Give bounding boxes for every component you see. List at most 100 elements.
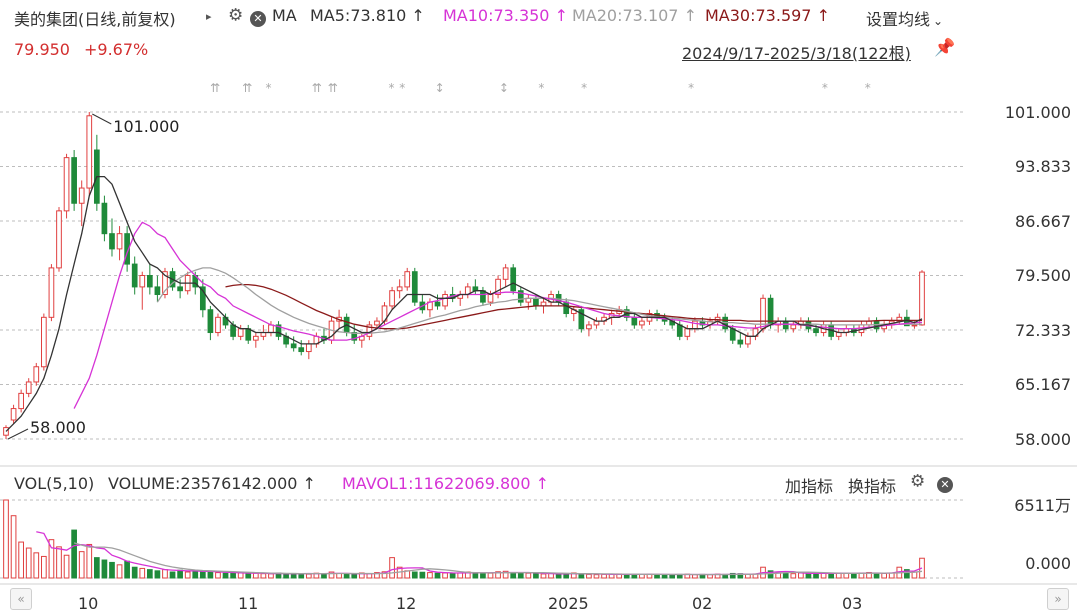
volume-bar — [411, 571, 418, 579]
candle-body — [290, 343, 297, 349]
candle-body — [692, 320, 698, 330]
volume-bar — [184, 571, 191, 579]
y-tick-label: 86.667 — [1015, 212, 1071, 231]
event-marker-icon: * — [688, 81, 694, 95]
low-arrow — [7, 428, 29, 440]
volume-bar — [389, 557, 395, 579]
vol-y-tick-label: 6511万 — [1014, 496, 1071, 515]
ma30-value: MA30:73.597 ↑ — [705, 6, 830, 25]
candle-body — [434, 301, 441, 307]
volume-bar — [260, 573, 267, 579]
settings-ma-button[interactable]: 设置均线 ⌄ — [866, 10, 944, 29]
event-marker-icon: ⇈ — [210, 81, 220, 95]
candle-body — [86, 115, 93, 189]
gear-icon[interactable]: ⚙ — [228, 5, 244, 26]
y-tick-label: 65.167 — [1015, 375, 1071, 394]
add-indicator-button[interactable]: 加指标 — [785, 477, 834, 496]
volume-bar — [381, 571, 388, 579]
candle-body — [790, 324, 797, 330]
volume-bar — [828, 572, 835, 579]
candle-body — [230, 324, 236, 337]
volume-bar — [525, 572, 532, 579]
y-tick-label: 79.500 — [1015, 266, 1071, 285]
candle-body — [109, 233, 115, 250]
volume-bar — [207, 571, 214, 579]
x-tick-label: 12 — [396, 594, 417, 613]
volume-value: VOLUME:23576142.000 ↑ — [108, 474, 316, 493]
volume-bar — [48, 539, 55, 579]
chevron-down-icon: ⌄ — [933, 14, 944, 28]
candle-body — [639, 320, 645, 326]
candle-body — [396, 286, 403, 292]
candle-body — [729, 328, 736, 341]
volume-bar — [199, 570, 206, 579]
ma20-value: MA20:73.107 ↑ — [572, 6, 697, 25]
volume-bar — [873, 572, 880, 579]
volume-bar — [487, 572, 494, 579]
candle-body — [116, 233, 123, 250]
volume-bar — [502, 570, 509, 579]
vol-close-icon[interactable]: ✕ — [937, 474, 953, 493]
volume-bar — [427, 572, 433, 579]
event-marker-icon: * — [538, 81, 544, 95]
volume-bar — [33, 552, 40, 579]
candle-body — [745, 335, 751, 345]
volume-bar — [283, 573, 289, 579]
candle-body — [199, 286, 206, 311]
volume-bar — [881, 572, 887, 579]
candle-body — [919, 271, 925, 326]
candle-body — [131, 263, 138, 288]
volume-bar — [18, 541, 24, 579]
high-label: 101.000 — [113, 117, 179, 136]
low-label: 58.000 — [30, 418, 86, 437]
vol-gear-icon[interactable]: ⚙ — [910, 471, 926, 492]
candle-body — [252, 335, 259, 341]
volume-bar — [419, 571, 426, 579]
volume-bar — [517, 572, 524, 579]
volume-bar — [139, 567, 146, 579]
stock-title[interactable]: 美的集团(日线,前复权) — [14, 10, 176, 29]
candle-body — [737, 339, 744, 345]
candle-body — [48, 267, 55, 318]
volume-bar — [669, 574, 676, 579]
volume-bar — [343, 573, 350, 579]
switch-indicator-button[interactable]: 换指标 — [848, 477, 897, 496]
close-icon[interactable]: ✕ — [250, 8, 266, 27]
event-marker-icon: ↕ — [435, 81, 445, 95]
volume-bar — [237, 572, 244, 579]
candle-body — [275, 324, 282, 337]
play-icon[interactable]: ▸ — [206, 10, 212, 23]
candle-body — [374, 320, 380, 326]
y-tick-label: 101.000 — [1004, 103, 1071, 122]
y-tick-label: 58.000 — [1015, 430, 1071, 449]
volume-bar — [851, 572, 857, 579]
y-tick-label: 72.333 — [1015, 321, 1071, 340]
candle-body — [305, 343, 312, 353]
candle-body — [487, 294, 494, 303]
volume-bar — [10, 515, 17, 579]
candle-body — [18, 392, 24, 410]
volume-bar — [434, 572, 441, 579]
volume-bar — [586, 573, 592, 579]
candle-body — [502, 267, 509, 280]
candle-body — [25, 381, 32, 394]
scroll-right-icon[interactable]: » — [1047, 588, 1069, 610]
volume-bar — [222, 572, 229, 579]
volume-bar — [510, 572, 517, 579]
pin-icon[interactable]: 📌 — [934, 38, 956, 58]
ma10-value: MA10:73.350 ↑ — [443, 6, 568, 25]
candle-body — [177, 286, 183, 292]
event-marker-icon: ↕ — [499, 81, 509, 95]
date-range[interactable]: 2024/9/17-2025/3/18(122根) — [682, 44, 911, 63]
price-change: +9.67% — [84, 40, 149, 59]
candle-body — [268, 324, 274, 334]
candle-body — [237, 328, 244, 337]
candle-body — [162, 271, 168, 296]
x-tick-label: 02 — [692, 594, 713, 613]
volume-bar — [93, 557, 100, 579]
ma30-line — [225, 283, 922, 330]
event-marker-icon: * — [266, 81, 272, 95]
vol-y-tick-label: 0.000 — [1025, 554, 1071, 573]
scroll-left-icon[interactable]: « — [10, 588, 32, 610]
